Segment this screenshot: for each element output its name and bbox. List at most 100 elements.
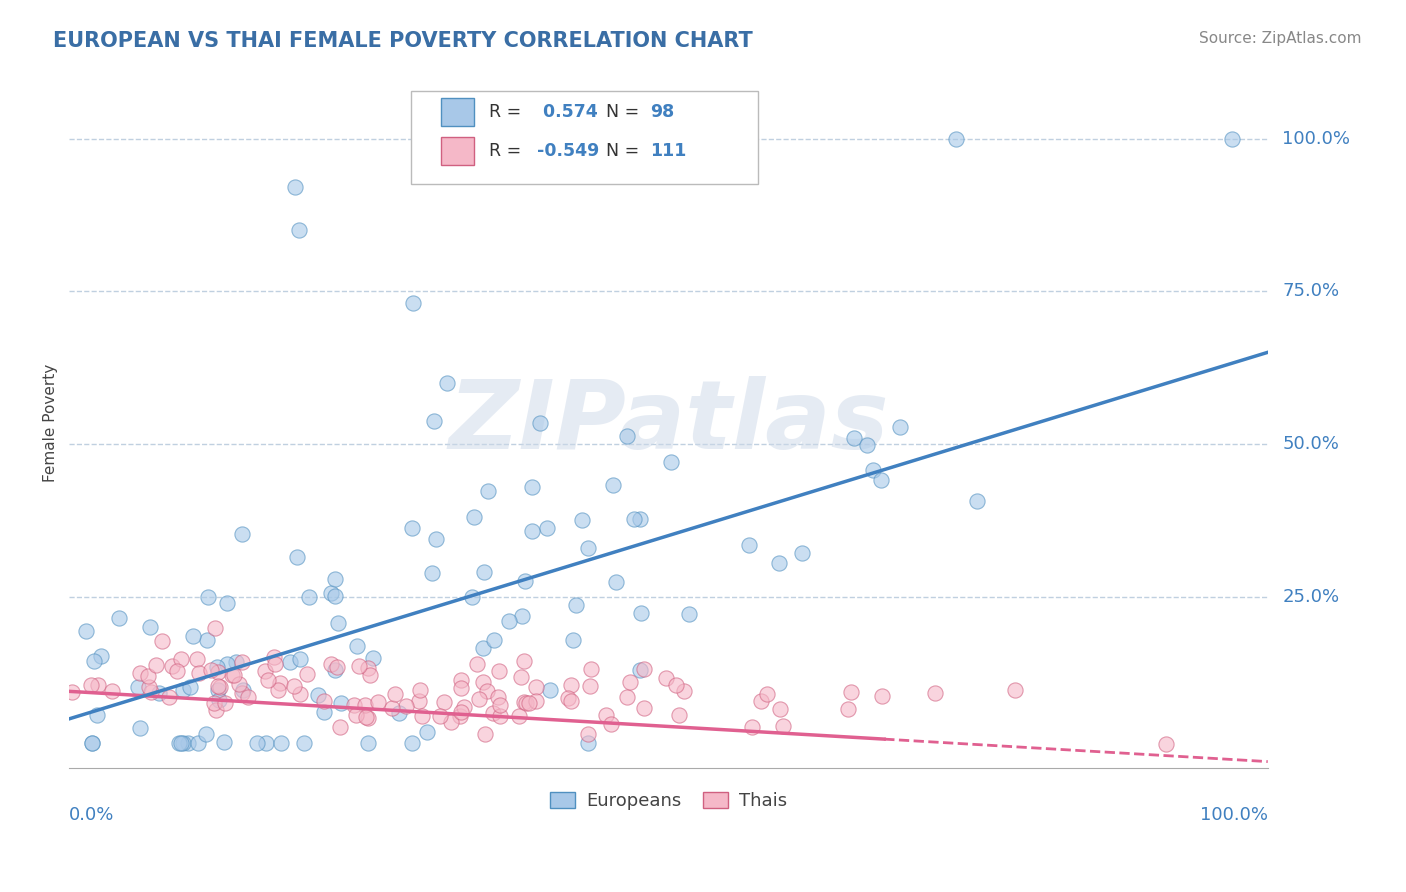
Point xyxy=(295,666,318,681)
Point xyxy=(668,708,690,723)
Point xyxy=(388,706,411,721)
Point xyxy=(101,683,124,698)
Point xyxy=(342,698,364,712)
Point xyxy=(616,429,638,443)
Point xyxy=(628,512,651,526)
Point xyxy=(141,685,163,699)
Point xyxy=(633,701,655,715)
Point xyxy=(749,694,772,708)
Point xyxy=(207,680,229,694)
Point xyxy=(510,609,533,624)
Point xyxy=(599,717,621,731)
Point xyxy=(619,674,641,689)
Point xyxy=(401,521,423,535)
Point xyxy=(529,416,551,430)
Point xyxy=(517,696,540,710)
Point xyxy=(384,687,406,701)
Point xyxy=(889,420,911,434)
Text: R =: R = xyxy=(489,143,522,161)
Point xyxy=(576,541,599,556)
Text: 75.0%: 75.0% xyxy=(1282,282,1340,301)
Text: 100.0%: 100.0% xyxy=(1282,129,1350,147)
Point xyxy=(672,684,695,698)
Point xyxy=(254,736,277,750)
Point xyxy=(361,650,384,665)
Point xyxy=(278,655,301,669)
Point xyxy=(80,736,103,750)
Point xyxy=(678,607,700,621)
Point xyxy=(204,621,226,635)
Point xyxy=(562,633,585,648)
Point xyxy=(217,657,239,672)
Point xyxy=(284,180,307,194)
Point xyxy=(465,657,488,672)
Point xyxy=(231,686,253,700)
Point xyxy=(510,671,533,685)
Point xyxy=(659,455,682,469)
Point xyxy=(560,678,582,692)
Point xyxy=(536,521,558,535)
Point xyxy=(605,574,627,589)
Point xyxy=(856,438,879,452)
Point xyxy=(157,690,180,705)
Point xyxy=(246,736,269,750)
Point xyxy=(425,533,447,547)
Point xyxy=(319,585,342,599)
Point xyxy=(162,659,184,673)
Point xyxy=(200,663,222,677)
Point xyxy=(202,696,225,710)
Point xyxy=(515,696,537,710)
Point xyxy=(630,606,652,620)
Point xyxy=(267,682,290,697)
Point xyxy=(565,599,588,613)
Point xyxy=(86,707,108,722)
Point xyxy=(187,665,209,680)
Point xyxy=(665,678,688,692)
Point xyxy=(756,688,779,702)
Text: N =: N = xyxy=(606,103,640,121)
Point xyxy=(207,683,229,698)
FancyBboxPatch shape xyxy=(440,98,474,126)
Point xyxy=(769,702,792,716)
Point xyxy=(329,720,352,734)
FancyBboxPatch shape xyxy=(411,91,758,185)
Point xyxy=(408,694,430,708)
Point xyxy=(323,589,346,603)
Point xyxy=(842,431,865,445)
Point xyxy=(344,708,367,723)
Point xyxy=(357,661,380,675)
Point xyxy=(323,572,346,586)
Text: R =: R = xyxy=(489,103,522,121)
Text: 50.0%: 50.0% xyxy=(1282,435,1339,453)
Point xyxy=(654,671,676,685)
Point xyxy=(498,614,520,628)
Point xyxy=(212,735,235,749)
Point xyxy=(508,708,530,723)
Point xyxy=(741,720,763,734)
Point xyxy=(136,669,159,683)
Point xyxy=(520,480,543,494)
Point xyxy=(616,690,638,705)
Point xyxy=(170,736,193,750)
Point xyxy=(150,633,173,648)
Point xyxy=(347,659,370,673)
Point xyxy=(285,549,308,564)
Point xyxy=(560,693,582,707)
Point xyxy=(169,652,191,666)
Point xyxy=(231,527,253,541)
Point xyxy=(209,681,232,695)
Legend: Europeans, Thais: Europeans, Thais xyxy=(543,785,794,817)
Point xyxy=(323,663,346,677)
Point xyxy=(80,678,103,692)
Point xyxy=(486,690,509,705)
Point xyxy=(453,699,475,714)
Point xyxy=(411,709,433,723)
Point xyxy=(238,690,260,704)
Point xyxy=(1004,683,1026,698)
Point xyxy=(346,639,368,653)
Text: 111: 111 xyxy=(651,143,688,161)
Point xyxy=(463,510,485,524)
Point xyxy=(524,680,547,694)
Point xyxy=(179,680,201,694)
Point xyxy=(433,695,456,709)
